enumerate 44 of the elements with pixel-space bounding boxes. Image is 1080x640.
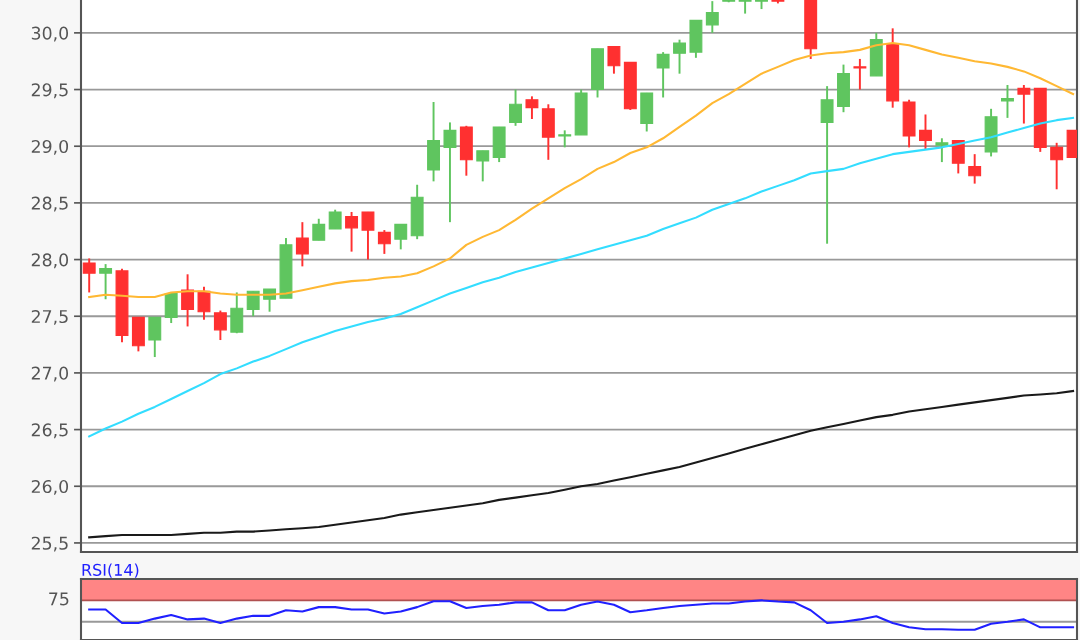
line-series [88, 116, 1075, 438]
y-tick-label: 29,5 [31, 83, 68, 99]
candlestick [820, 85, 834, 245]
candlestick [1017, 84, 1031, 125]
candlestick [509, 88, 522, 127]
y-tick-label: 26,0 [31, 479, 69, 495]
candlestick [1050, 141, 1064, 191]
candlestick [705, 0, 719, 34]
candlestick [345, 210, 359, 253]
candlestick [525, 95, 539, 120]
y-tick-label: 29,0 [31, 139, 69, 155]
candlestick [164, 292, 178, 325]
candlestick [607, 45, 621, 75]
candlestick [328, 208, 342, 230]
candlestick [738, 0, 752, 15]
candlestick [197, 285, 211, 321]
candlestick [99, 263, 113, 301]
candlestick [377, 229, 391, 255]
y-tick-label: 25,5 [31, 536, 68, 552]
line-series [88, 390, 1075, 539]
candlestick [673, 38, 686, 75]
candlestick [148, 316, 162, 359]
text: 75 [49, 592, 69, 606]
y-tick-label: 30,0 [31, 26, 69, 42]
y-tick-label: 28,5 [31, 196, 68, 212]
y-tick-label: 28,0 [31, 253, 69, 269]
candlestick [443, 121, 457, 224]
candlestick [656, 51, 670, 99]
y-tick-label: 26,5 [31, 423, 68, 439]
candlestick [295, 221, 309, 268]
candlestick [213, 309, 227, 342]
y-tick-label: 27,0 [31, 366, 69, 382]
candlestick [853, 57, 867, 91]
candlestick [230, 291, 244, 335]
candlestick [1001, 84, 1014, 119]
candlestick [919, 113, 932, 151]
candlestick [361, 210, 375, 261]
y-tick-label: 27,5 [31, 309, 68, 325]
candlestick [312, 217, 326, 242]
candlestick [935, 137, 949, 164]
candlestick [968, 153, 982, 185]
candlestick [394, 223, 408, 251]
chart-title: RSI(14) [82, 563, 139, 578]
candlestick [476, 149, 490, 183]
